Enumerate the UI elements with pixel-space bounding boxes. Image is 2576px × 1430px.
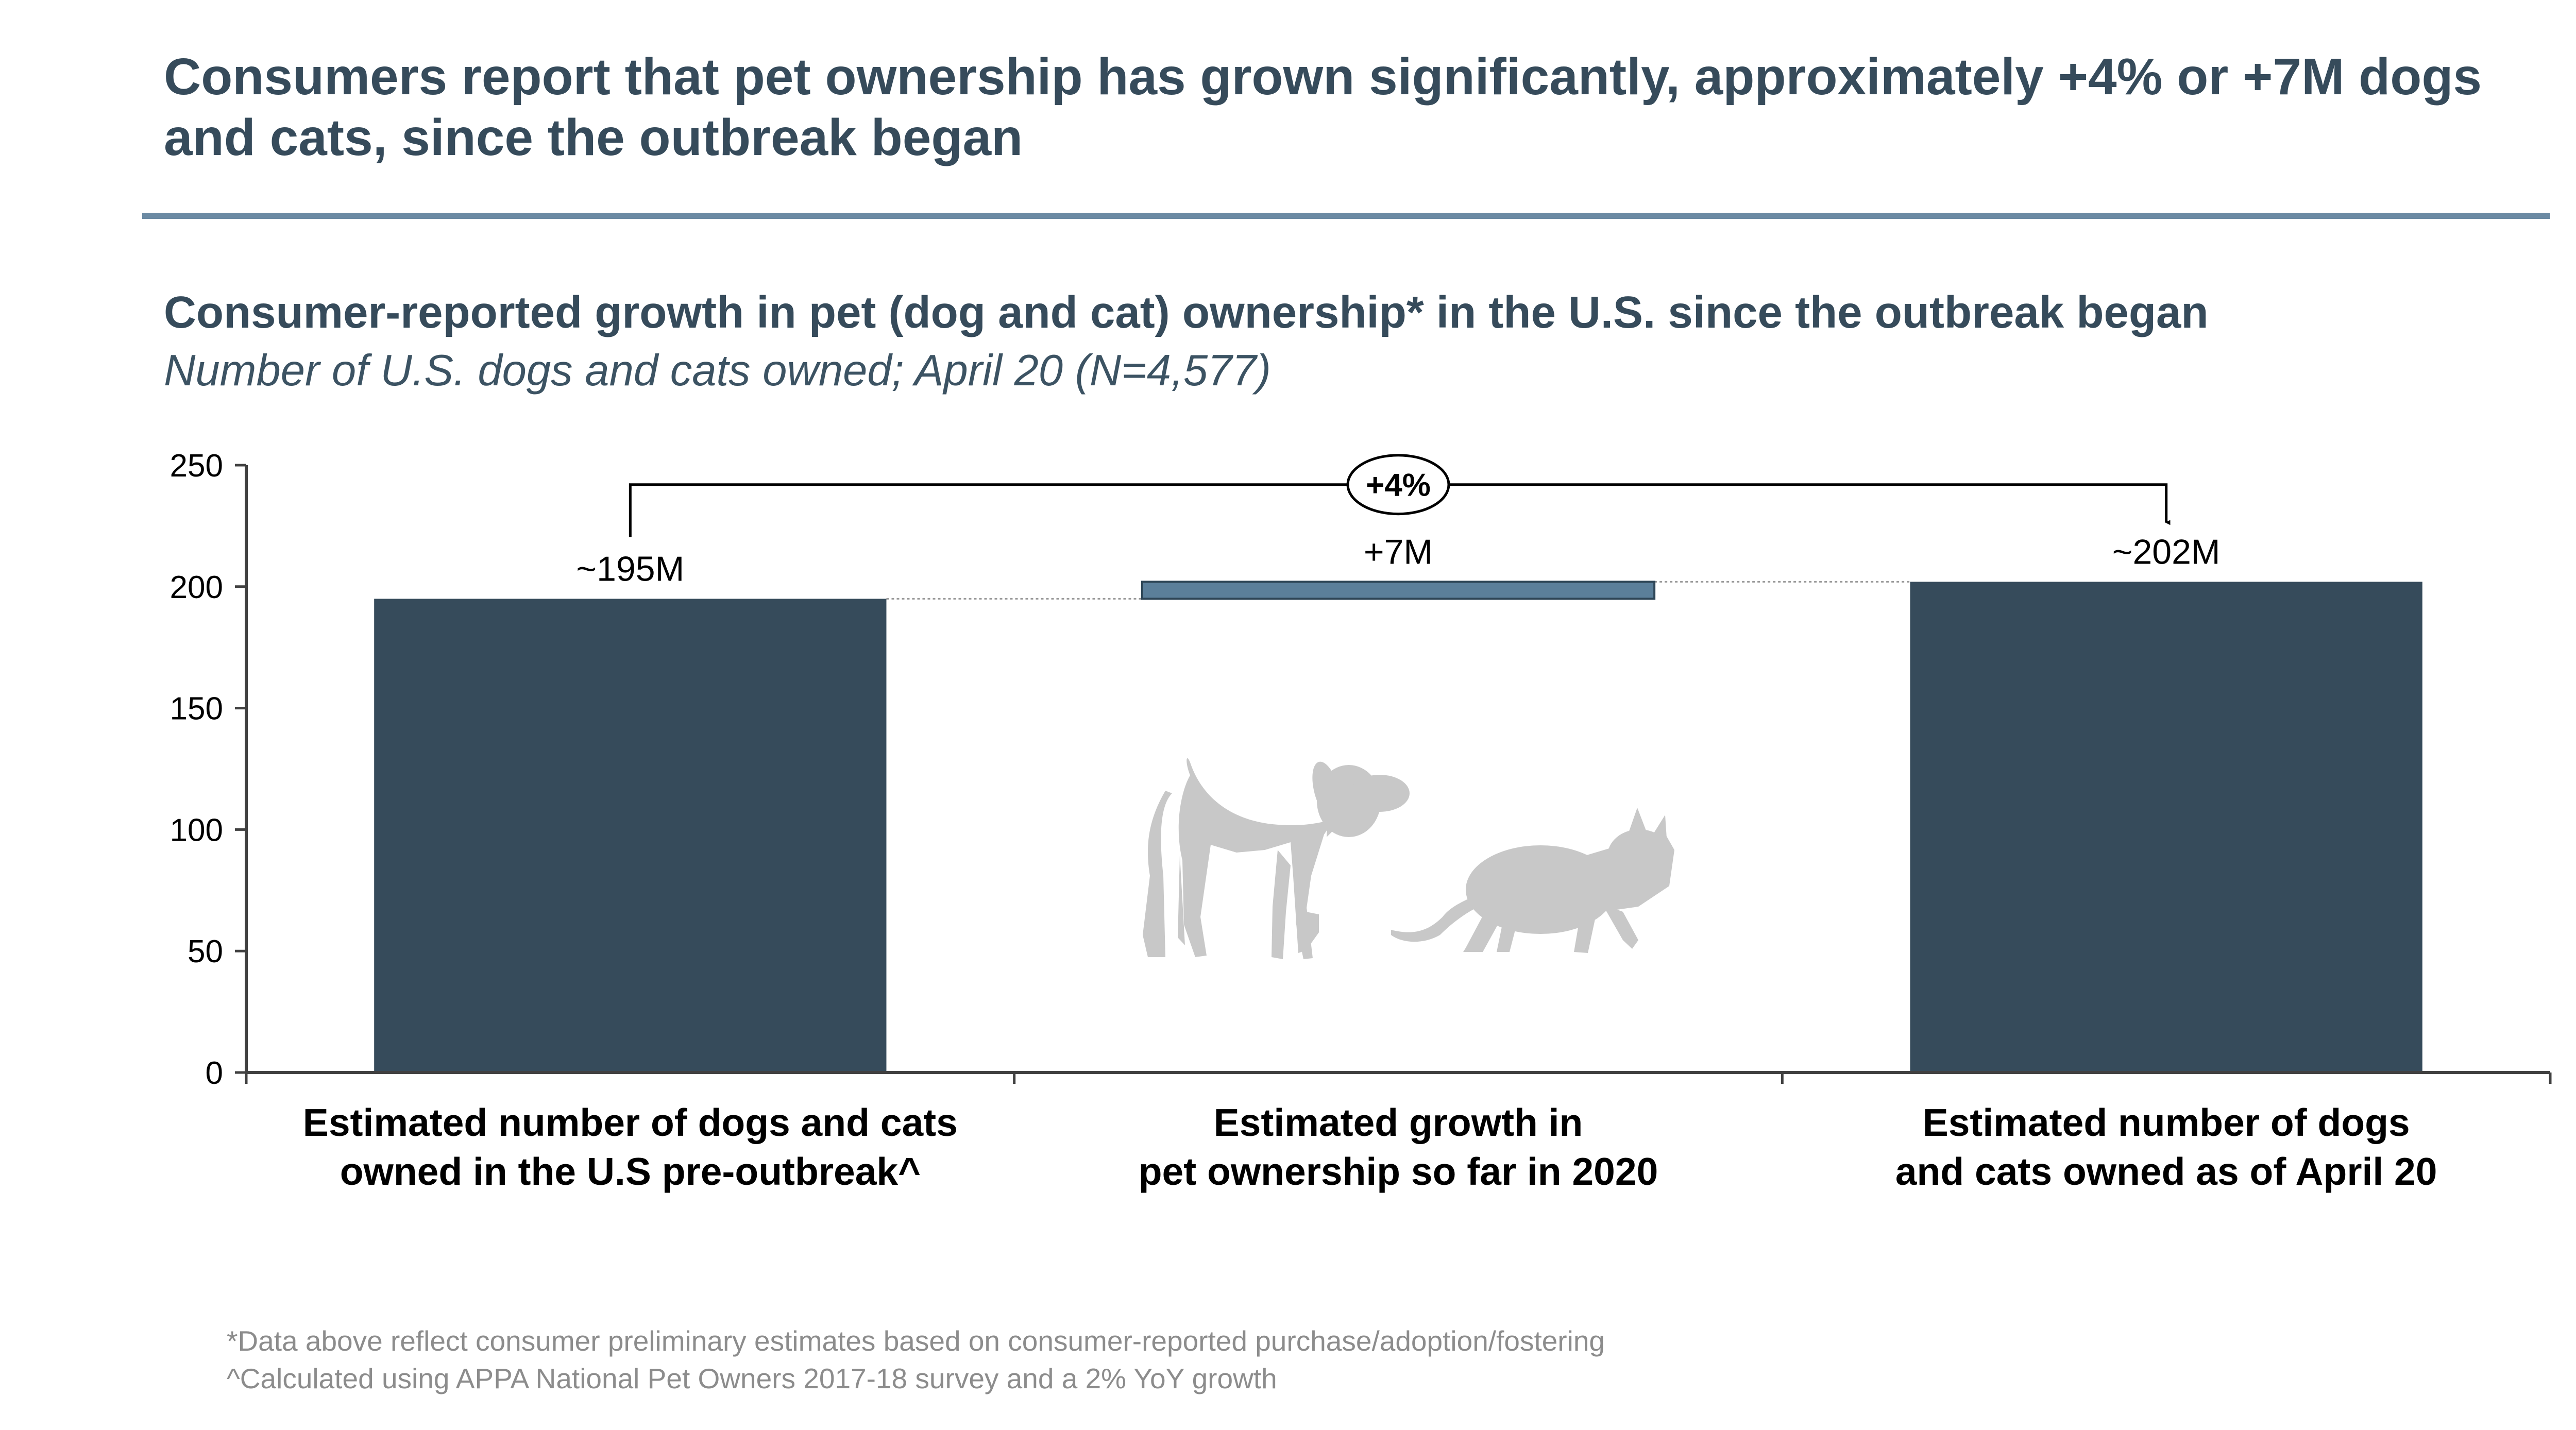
x-category-label: Estimated number of dogs <box>1923 1101 2410 1144</box>
bar <box>374 599 887 1072</box>
plot-area: 0 50 100 150 200 250 ~195M +7M ~202M Estimated nu… <box>170 448 2552 1193</box>
growth-badge-label: +4% <box>1366 468 1431 503</box>
chart-title: Consumer-reported growth in pet (dog and… <box>164 287 2209 337</box>
bar <box>1141 581 1656 600</box>
footnote-1: *Data above reflect consumer preliminary… <box>227 1325 1605 1357</box>
x-category-label: Estimated number of dogs and cats <box>303 1101 958 1144</box>
cat-icon <box>1391 808 1674 953</box>
x-category-label: pet ownership so far in 2020 <box>1139 1150 1658 1193</box>
bar-value-label: ~195M <box>576 549 684 588</box>
x-category-label: and cats owned as of April 20 <box>1895 1150 2437 1193</box>
dog-icon <box>1143 758 1410 959</box>
title-divider <box>142 213 2550 219</box>
bar-value-label: +7M <box>1364 532 1433 571</box>
x-category-label: Estimated growth in <box>1214 1101 1583 1144</box>
x-category-label: owned in the U.S pre-outbreak^ <box>340 1150 921 1193</box>
y-tick-label: 100 <box>170 812 223 848</box>
y-tick-label: 200 <box>170 570 223 605</box>
pet-illustration <box>1143 758 1674 959</box>
y-tick-label: 0 <box>206 1056 223 1091</box>
growth-badge <box>1346 454 1450 516</box>
y-tick-label: 150 <box>170 691 223 727</box>
y-tick-label: 50 <box>188 934 223 969</box>
y-tick-label: 250 <box>170 448 223 484</box>
slide-title: Consumers report that pet ownership has … <box>164 48 2482 166</box>
footnote-2: ^Calculated using APPA National Pet Owne… <box>227 1363 1277 1394</box>
chart-subtitle: Number of U.S. dogs and cats owned; Apri… <box>164 346 1271 395</box>
bar-value-label: ~202M <box>2112 532 2221 571</box>
bar <box>1910 582 2422 1072</box>
